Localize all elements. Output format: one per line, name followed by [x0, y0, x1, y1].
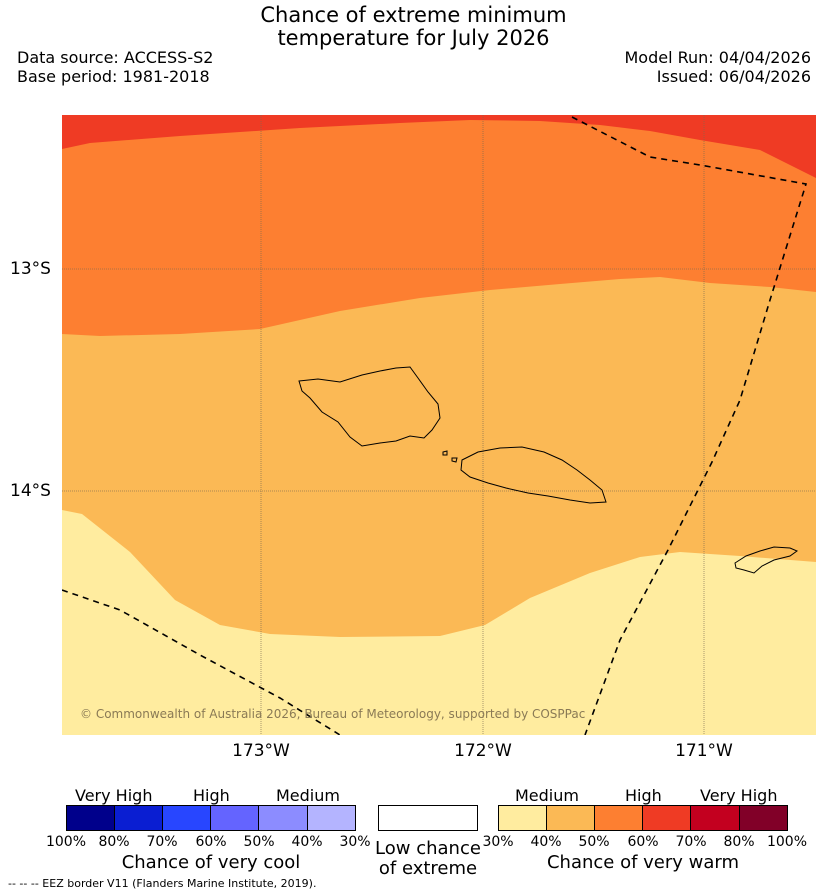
title-line-1: Chance of extreme minimum [260, 3, 567, 27]
cool-swatch-40-30 [308, 805, 356, 831]
warm-swatch-80-100 [740, 805, 788, 831]
issued-date: Issued: 06/04/2026 [656, 67, 811, 86]
warm-tick: 100% [766, 834, 808, 850]
meta-left: Data source: ACCESS-S2 Base period: 1981… [17, 48, 213, 86]
warm-level-medium: Medium [515, 786, 579, 805]
warm-tick: 60% [627, 834, 659, 850]
warm-swatch-50-60 [595, 805, 643, 831]
warm-level-very-high: Very High [700, 786, 778, 805]
warm-swatch-60-70 [643, 805, 691, 831]
title-line-2: temperature for July 2026 [277, 26, 550, 50]
island-small-2 [451, 457, 458, 463]
cool-tick: 40% [291, 834, 323, 850]
meta-right: Model Run: 04/04/2026 Issued: 06/04/2026 [625, 48, 812, 86]
cool-level-very-high: Very High [75, 786, 153, 805]
cool-swatch-100-80 [66, 805, 115, 831]
low-chance-swatch [378, 805, 478, 831]
warm-tick: 40% [530, 834, 562, 850]
cool-swatch-70-60 [163, 805, 211, 831]
island-small-1 [442, 450, 448, 456]
cool-swatch-60-50 [211, 805, 259, 831]
cool-swatch-50-40 [259, 805, 308, 831]
island-savaii [298, 366, 441, 447]
warm-swatch-70-80 [691, 805, 740, 831]
eez-border-southwest [62, 589, 341, 735]
cool-tick: 70% [146, 834, 178, 850]
warm-tick: 80% [723, 834, 755, 850]
lon-label-171w: 171°W [675, 741, 733, 761]
grid-lines [62, 115, 816, 735]
cool-level-medium: Medium [276, 786, 340, 805]
base-period: Base period: 1981-2018 [17, 67, 210, 86]
warm-level-high: High [625, 786, 662, 805]
low-chance-label: Low chance of extreme [368, 839, 488, 879]
cool-tick: 80% [98, 834, 130, 850]
warm-legend-title: Chance of very warm [546, 852, 740, 873]
low-chance-line-2: of extreme [378, 858, 478, 879]
model-run: Model Run: 04/04/2026 [624, 48, 812, 67]
lon-label-172w: 172°W [454, 741, 512, 761]
low-chance-line-1: Low chance [375, 838, 481, 859]
warm-swatch-30-40 [498, 805, 547, 831]
cool-tick: 100% [45, 834, 87, 850]
cool-level-high: High [193, 786, 230, 805]
data-source: Data source: ACCESS-S2 [17, 48, 214, 67]
cool-colorbar [66, 805, 356, 831]
warm-tick: 50% [578, 834, 610, 850]
cool-legend-title: Chance of very cool [121, 852, 301, 873]
warm-swatch-40-50 [547, 805, 595, 831]
copyright-notice: © Commonwealth of Australia 2026, Bureau… [80, 707, 586, 721]
cool-tick: 50% [243, 834, 275, 850]
zone-medium [62, 510, 816, 735]
lat-label-13s: 13°S [10, 259, 51, 279]
eez-footnote: -- -- -- EEZ border V11 (Flanders Marine… [8, 877, 317, 890]
warm-tick: 30% [482, 834, 514, 850]
lat-label-14s: 14°S [10, 481, 51, 501]
island-upolu [460, 446, 607, 504]
map-title: Chance of extreme minimum temperature fo… [0, 4, 827, 50]
cool-tick: 30% [339, 834, 371, 850]
cool-tick: 60% [195, 834, 227, 850]
island-tutuila [734, 546, 799, 574]
warm-colorbar [498, 805, 788, 831]
eez-border-east [571, 116, 808, 735]
warm-tick: 70% [675, 834, 707, 850]
lon-label-173w: 173°W [232, 741, 290, 761]
cool-swatch-80-70 [115, 805, 163, 831]
